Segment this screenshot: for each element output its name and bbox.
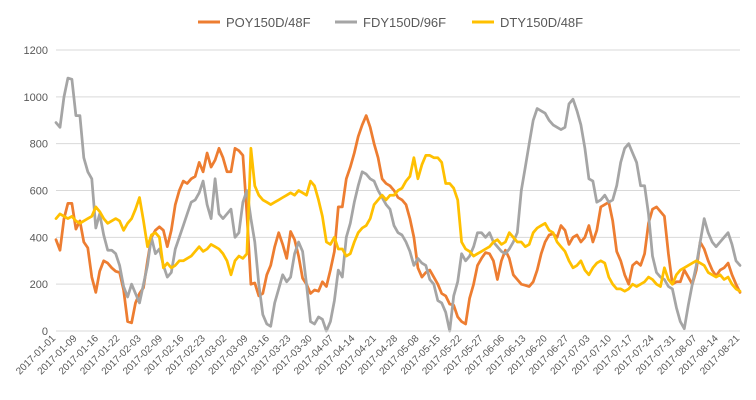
y-tick-label: 1000 bbox=[24, 92, 48, 104]
legend-label: POY150D/48F bbox=[226, 15, 311, 30]
y-tick-label: 1200 bbox=[24, 45, 48, 57]
legend: POY150D/48F FDY150D/96F DTY150D/48F bbox=[198, 15, 583, 30]
series-line-fdy150d-96f bbox=[54, 76, 742, 333]
y-tick-label: 800 bbox=[30, 139, 48, 151]
y-axis: 0 200 400 600 800 1000 1200 bbox=[24, 45, 48, 338]
x-axis: 2017-01-012017-01-092017-01-162017-01-22… bbox=[14, 330, 742, 377]
series-line-poy150d-48f bbox=[54, 114, 742, 326]
y-tick-label: 200 bbox=[30, 279, 48, 291]
y-tick-label: 400 bbox=[30, 232, 48, 244]
series-line-dty150d-48f bbox=[54, 146, 742, 293]
series-lines bbox=[54, 76, 742, 333]
legend-label: FDY150D/96F bbox=[363, 15, 446, 30]
y-tick-label: 0 bbox=[42, 326, 48, 338]
legend-label: DTY150D/48F bbox=[500, 15, 583, 30]
y-tick-label: 600 bbox=[30, 186, 48, 198]
